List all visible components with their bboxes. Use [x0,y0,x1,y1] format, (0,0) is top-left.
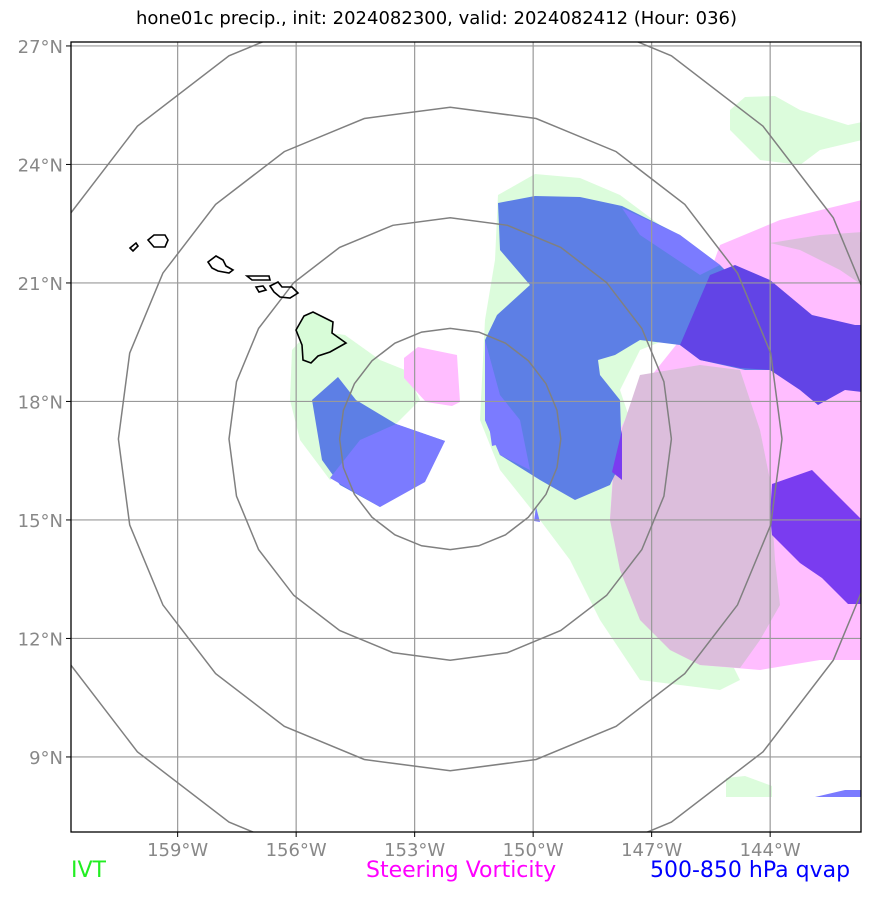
longitude-labels: 159°W 156°W 153°W 150°W 147°W 144°W [147,832,801,861]
lon-tick-label: 147°W [621,840,682,861]
ivt-region-southeast [726,776,772,797]
map-title: hone01c precip., init: 2024082300, valid… [135,8,737,29]
island-oahu [206,255,235,274]
island-niihau [128,241,140,253]
range-ring [117,106,783,772]
lat-tick-label: 15°N [18,511,63,532]
lon-tick-label: 144°W [740,840,801,861]
lon-tick-label: 159°W [147,840,208,861]
vorticity-region-center [404,347,460,406]
qvap-region-west-fringe [330,424,445,507]
island-kauai [146,234,169,248]
qvap-region-small-3 [815,790,861,797]
lon-tick-label: 153°W [384,840,445,861]
lat-tick-label: 12°N [18,629,63,650]
range-ring [228,217,673,661]
legend-steering-vorticity: Steering Vorticity [366,858,557,883]
island-maui [268,280,300,299]
lat-tick-label: 24°N [18,155,63,176]
vorticity-region-core [610,365,780,668]
qvap-region-main-fringe [622,208,720,275]
range-ring [71,42,861,832]
latitude-labels: 27°N 24°N 21°N 18°N 15°N 12°N 9°N [18,37,71,769]
qvap-region-east-edge [612,430,622,480]
lat-tick-label: 18°N [18,392,63,413]
qvap-region-southeast [770,470,861,604]
lat-tick-label: 27°N [18,37,63,58]
lat-tick-label: 9°N [29,748,63,769]
grid-lines [71,42,861,832]
legend-qvap: 500-850 hPa qvap [650,858,851,883]
qvap-region-small-1 [490,430,500,446]
range-ring [338,327,562,551]
lon-tick-label: 156°W [266,840,327,861]
ivt-region-northeast [730,96,861,165]
lat-tick-label: 21°N [18,274,63,295]
lon-tick-label: 150°W [503,840,564,861]
range-rings [71,42,861,832]
legend-ivt: IVT [71,858,106,883]
island-molokai [244,275,272,281]
plot-frame [70,41,862,833]
hawaiian-islands [128,234,348,364]
island-hawaii [295,311,348,364]
island-lanai [254,285,268,293]
vorticity-region-northeast-core [770,232,861,285]
qvap-region-small-2 [534,507,540,522]
